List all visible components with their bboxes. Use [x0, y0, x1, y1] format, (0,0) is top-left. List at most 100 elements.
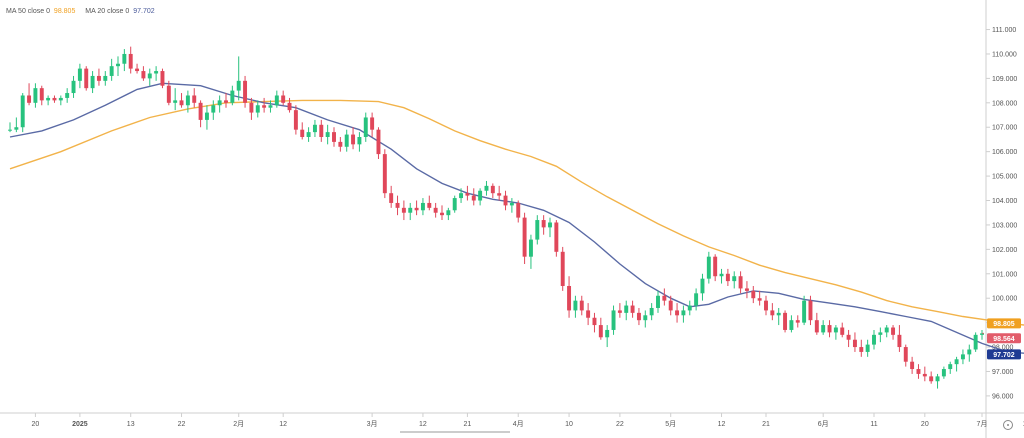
price-tag-label: 97.702 [993, 352, 1015, 359]
x-tick-label: 4月 [513, 420, 524, 428]
candle-body [14, 127, 19, 130]
candle-body [281, 95, 286, 103]
y-tick-label: 96.000 [992, 393, 1014, 400]
candle-body [65, 93, 70, 98]
candle-body [967, 349, 972, 355]
candle-body [878, 332, 883, 335]
x-tick-label: 11 [870, 421, 877, 428]
candle-body [624, 305, 629, 313]
candle-body [27, 95, 32, 103]
y-tick-label: 100.000 [992, 296, 1017, 303]
candle-body [71, 80, 76, 94]
y-tick-label: 104.000 [992, 198, 1017, 205]
candle-body [770, 310, 775, 316]
candle-body [744, 288, 749, 291]
candle-body [954, 359, 959, 365]
candle-body [941, 369, 946, 377]
price-tag-label: 98.564 [993, 336, 1015, 343]
candle-body [268, 105, 273, 108]
candle-body [611, 310, 616, 330]
candle-body [116, 63, 120, 67]
x-tick-label: 6月 [818, 420, 829, 428]
candle-body [211, 105, 216, 113]
candle-body [605, 329, 610, 338]
legend-ma20-value: 97.702 [133, 8, 155, 15]
price-tag-bg [987, 333, 1021, 344]
candle-body [814, 320, 819, 333]
candle-body [675, 310, 680, 316]
candle-body [573, 300, 578, 311]
candle-body [535, 220, 540, 240]
candle-body [548, 222, 552, 228]
candle-body [465, 193, 470, 196]
candle-body [173, 100, 178, 103]
candle-body [643, 315, 648, 321]
candle-body [827, 325, 832, 333]
candle-body [440, 212, 444, 216]
candle-body [39, 88, 44, 101]
candle-body [376, 129, 381, 155]
candle-body [166, 85, 171, 103]
x-tick-label: 7月 [977, 420, 988, 428]
candle-body [859, 347, 864, 352]
candle-body [808, 300, 813, 321]
candle-body [33, 88, 38, 103]
candle-body [586, 310, 591, 318]
candle-body [776, 312, 781, 316]
candle-body [452, 198, 457, 211]
candle-body [929, 376, 934, 382]
candle-body [433, 207, 438, 213]
x-tick-label: 2月 [233, 420, 244, 428]
candle-body [497, 193, 502, 196]
x-tick-label: 2025 [72, 421, 88, 428]
candle-body [713, 256, 718, 277]
candle-body [77, 68, 82, 81]
candle-body [522, 217, 527, 257]
x-tick-label: 20 [921, 421, 929, 428]
candle-body [916, 369, 921, 374]
x-tick-label: 12 [279, 421, 287, 428]
candle-body [567, 285, 572, 311]
x-tick-label: 22 [178, 421, 186, 428]
candle-body [408, 207, 413, 213]
x-tick-label: 12 [419, 421, 427, 428]
x-tick-label: 21 [464, 421, 472, 428]
candle-body [20, 95, 25, 128]
candle-body [884, 327, 889, 333]
candle-body [363, 117, 368, 138]
candle-body [90, 75, 95, 89]
x-tick-label: 22 [616, 421, 624, 428]
candle-body [681, 310, 686, 316]
candle-body [528, 239, 533, 257]
y-tick-label: 102.000 [992, 247, 1017, 254]
candle-body [903, 347, 908, 362]
legend: MA 50 close 0 98.805 MA 20 close 0 97.70… [6, 8, 157, 15]
candle-body [783, 312, 788, 330]
candle-body [960, 354, 965, 360]
candle-body [262, 105, 267, 108]
candle-body [103, 75, 108, 81]
x-tick-label: 13 [127, 421, 135, 428]
candle-body [503, 195, 508, 206]
candle-body [662, 295, 667, 301]
candle-body [973, 334, 978, 350]
candle-body [319, 124, 324, 138]
x-tick-label: 10 [565, 421, 573, 428]
y-tick-label: 101.000 [992, 271, 1017, 278]
candle-body [751, 290, 756, 299]
candle-body [560, 251, 565, 286]
y-tick-label: 97.000 [992, 369, 1014, 376]
candle-body [840, 327, 845, 335]
candle-body [204, 112, 209, 120]
candle-body [656, 295, 660, 308]
candle-body [897, 334, 902, 348]
legend-ma20-label: MA 20 close 0 [85, 8, 130, 15]
candle-body [795, 320, 800, 323]
y-tick-label: 111.000 [992, 27, 1016, 34]
candle-body [719, 273, 724, 277]
candle-body [668, 300, 673, 311]
settings-icon[interactable] [1003, 420, 1013, 430]
y-tick-label: 103.000 [992, 222, 1017, 229]
x-tick-label: 21 [762, 421, 770, 428]
